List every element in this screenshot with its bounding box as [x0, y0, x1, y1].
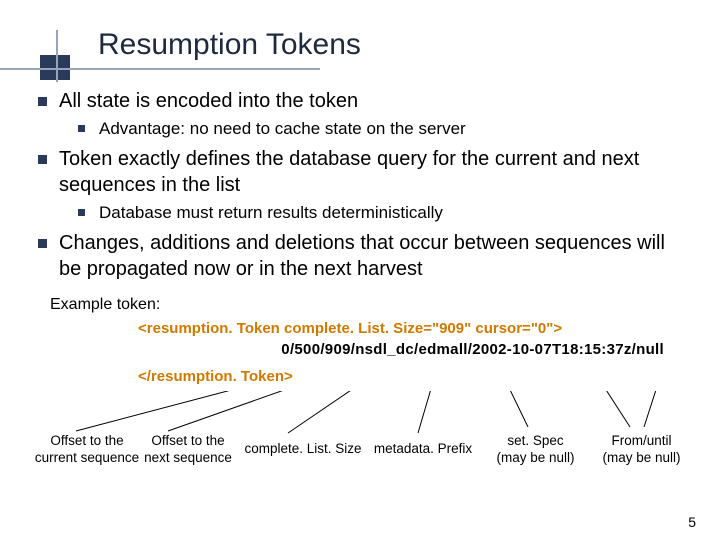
bullet-sub-text: Advantage: no need to cache state on the… — [99, 118, 466, 140]
anno-text: set. Spec — [507, 433, 563, 448]
anno-text: Offset to the — [50, 433, 123, 448]
annotations-area: Offset to the current sequence Offset to… — [38, 391, 686, 491]
title-decor-hline — [0, 68, 320, 70]
bullet-item: All state is encoded into the token — [38, 88, 686, 114]
bullet-sub-text: Database must return results determinist… — [99, 202, 443, 224]
annotation-set-spec: set. Spec (may be null) — [488, 433, 583, 467]
token-content: 0/500/909/nsdl_dc/edmall/2002-10-07T18:1… — [38, 341, 664, 358]
title-area: Resumption Tokens — [0, 0, 720, 62]
annotation-metadata-prefix: metadata. Prefix — [368, 441, 478, 458]
annotation-offset-next: Offset to the next sequence — [138, 433, 238, 467]
page-title: Resumption Tokens — [98, 28, 720, 62]
example-label: Example token: — [50, 296, 686, 314]
bullet-square-icon — [38, 155, 47, 164]
bullet-sub-item: Advantage: no need to cache state on the… — [78, 118, 686, 140]
anno-text: From/until — [611, 433, 671, 448]
anno-text: next sequence — [144, 450, 232, 465]
anno-text: metadata. Prefix — [374, 441, 472, 456]
bullet-item: Token exactly defines the database query… — [38, 146, 686, 198]
bullet-square-icon — [78, 125, 85, 132]
title-decor-vline — [56, 30, 58, 82]
anno-text: (may be null) — [496, 450, 574, 465]
token-close-tag: </resumption. Token> — [138, 368, 686, 385]
anno-text: Offset to the — [151, 433, 224, 448]
anno-text: current sequence — [35, 450, 139, 465]
bullet-square-icon — [78, 209, 85, 216]
bullet-text: All state is encoded into the token — [59, 88, 358, 114]
anno-text: complete. List. Size — [244, 441, 361, 456]
annotation-offset-current: Offset to the current sequence — [32, 433, 142, 467]
bullet-text: Token exactly defines the database query… — [59, 146, 686, 198]
bullet-sub-item: Database must return results determinist… — [78, 202, 686, 224]
page-number: 5 — [688, 514, 696, 530]
bullet-item: Changes, additions and deletions that oc… — [38, 230, 686, 282]
bullet-text: Changes, additions and deletions that oc… — [59, 230, 686, 282]
anno-text: (may be null) — [602, 450, 680, 465]
token-open-tag: <resumption. Token complete. List. Size=… — [138, 320, 686, 337]
bullet-square-icon — [38, 239, 47, 248]
content-area: All state is encoded into the token Adva… — [0, 62, 720, 491]
annotation-from-until: From/until (may be null) — [594, 433, 689, 467]
bullet-square-icon — [38, 97, 47, 106]
annotation-complete-list-size: complete. List. Size — [238, 441, 368, 458]
